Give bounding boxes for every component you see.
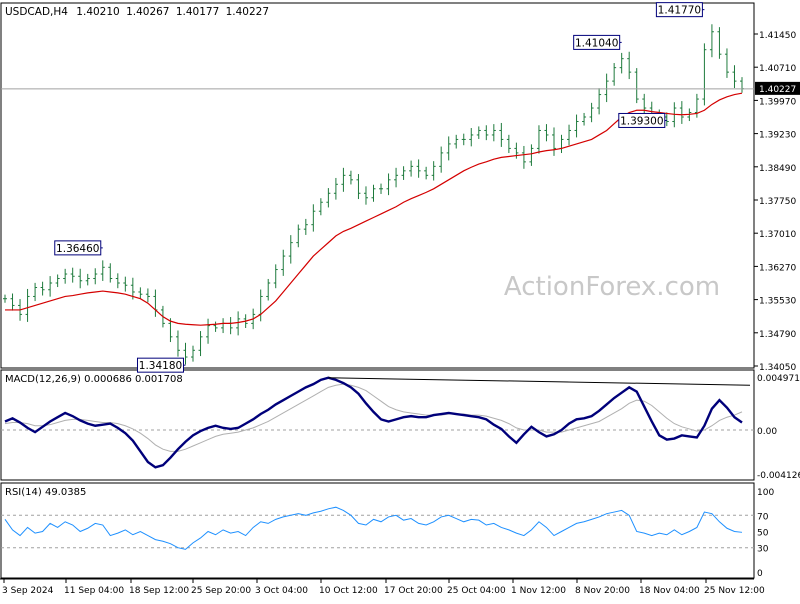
price-tick-label: 1.40710 xyxy=(759,64,796,74)
annotation-box xyxy=(573,34,621,50)
time-tick-label: 18 Sep 12:00 xyxy=(129,586,189,596)
macd-tick-label: 0.00 xyxy=(757,427,777,437)
annotation-box xyxy=(655,2,703,18)
macd-divergence-line xyxy=(328,377,751,386)
rsi-tick-label: 30 xyxy=(757,545,769,555)
annotation-label: 1.41040 xyxy=(575,37,618,49)
time-tick-label: 25 Oct 04:00 xyxy=(447,586,506,596)
annotation-box xyxy=(54,240,102,256)
header-high: 1.40267 xyxy=(126,6,169,18)
rsi-line xyxy=(4,506,743,550)
macd-title: MACD(12,26,9) 0.000686 0.001708 xyxy=(5,374,183,385)
time-tick-label: 1 Nov 12:00 xyxy=(511,586,566,596)
header-close: 1.40227 xyxy=(226,6,269,18)
time-tick-label: 25 Sep 20:00 xyxy=(191,586,251,596)
time-tick-label: 8 Nov 20:00 xyxy=(575,586,630,596)
current-price-label: 1.40227 xyxy=(759,85,796,95)
time-tick-label: 25 Nov 12:00 xyxy=(704,586,765,596)
price-plot: 1.36460 1.34180 1.41040 1.39300 1.41770 xyxy=(1,2,754,373)
price-tick-label: 1.38490 xyxy=(759,164,796,174)
header-open: 1.40210 xyxy=(76,6,119,18)
annotation-box xyxy=(618,112,666,128)
macd-plot xyxy=(1,376,754,469)
price-tick-label: 1.41450 xyxy=(759,31,796,41)
price-tick-label: 1.34050 xyxy=(759,363,796,373)
rsi-tick-label: 50 xyxy=(757,529,769,539)
macd-signal-line xyxy=(4,383,743,452)
chart-header: USDCAD,H4 1.40210 1.40267 1.40177 1.4022… xyxy=(5,6,269,18)
macd-tick-label: -0.004126 xyxy=(757,471,800,481)
annotation-label: 1.41770 xyxy=(658,5,701,17)
time-tick-label: 18 Nov 04:00 xyxy=(639,586,700,596)
current-price-marker xyxy=(755,81,800,95)
price-tick-label: 1.37750 xyxy=(759,197,796,207)
rsi-tick-label: 0 xyxy=(757,569,763,579)
macd-tick-label: 0.004971 xyxy=(757,374,800,384)
macd-panel-frame xyxy=(0,369,755,481)
time-tick-label: 3 Oct 04:00 xyxy=(255,586,308,596)
annotation-box xyxy=(136,357,184,373)
rsi-tick-label: 70 xyxy=(757,512,769,522)
time-tick-label: 10 Oct 12:00 xyxy=(319,586,378,596)
header-symbol: USDCAD,H4 xyxy=(5,6,68,18)
price-tick-label: 1.36270 xyxy=(759,263,796,273)
rsi-plot xyxy=(1,506,754,550)
annotation-label: 1.36460 xyxy=(56,243,99,255)
price-tick-label: 1.37010 xyxy=(759,230,796,240)
header-low: 1.40177 xyxy=(176,6,219,18)
price-tick-label: 1.35530 xyxy=(759,297,796,307)
rsi-title: RSI(14) 49.0385 xyxy=(5,487,86,498)
macd-line xyxy=(4,376,743,469)
watermark: ActionForex.com xyxy=(504,272,720,302)
time-tick-label: 3 Sep 2024 xyxy=(2,586,54,596)
axes: 1.41450 1.40710 1.39970 1.39230 1.38490 1.377… xyxy=(2,31,800,596)
price-tick-label: 1.39970 xyxy=(759,97,796,107)
rsi-panel-frame xyxy=(0,482,755,579)
price-tick-label: 1.39230 xyxy=(759,131,796,141)
price-tick-label: 1.34790 xyxy=(759,330,796,340)
time-tick-label: 17 Oct 20:00 xyxy=(384,586,443,596)
time-tick-label: 11 Sep 04:00 xyxy=(64,586,124,596)
price-panel-frame xyxy=(0,2,755,369)
annotation-label: 1.39300 xyxy=(620,115,663,127)
rsi-tick-label: 100 xyxy=(757,488,774,498)
annotation-label: 1.34180 xyxy=(139,360,182,372)
